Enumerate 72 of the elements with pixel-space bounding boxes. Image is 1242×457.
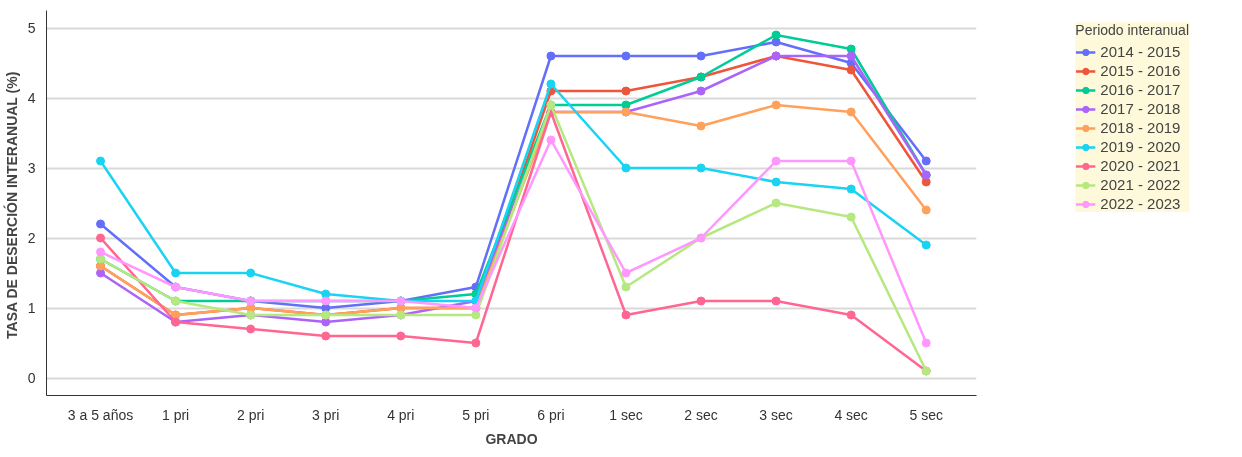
point — [846, 212, 856, 222]
x-axis-title: GRADO — [485, 430, 538, 447]
y-tick-label: 3 — [27, 160, 36, 176]
point — [621, 268, 631, 278]
point — [321, 331, 331, 341]
point — [396, 331, 406, 341]
point — [771, 177, 781, 187]
x-tick-label: 5 sec — [909, 406, 943, 423]
point — [921, 338, 931, 348]
point — [246, 324, 256, 334]
x-tick-label: 5 pri — [462, 406, 490, 423]
x-tick-label: 2 sec — [684, 406, 718, 423]
legend-label: 2014 - 2015 — [1100, 43, 1181, 60]
point — [621, 282, 631, 292]
x-tick-label: 6 pri — [537, 406, 565, 423]
point — [96, 219, 106, 229]
point — [846, 184, 856, 194]
point — [171, 268, 181, 278]
legend-label: 2019 - 2020 — [1100, 138, 1181, 155]
x-tick-label: 2 pri — [237, 406, 265, 423]
point — [321, 317, 331, 327]
x-tick-label: 4 sec — [834, 406, 868, 423]
legend-label: 2016 - 2017 — [1100, 81, 1181, 98]
x-tick-label: 4 pri — [387, 406, 415, 423]
point — [921, 156, 931, 166]
point — [696, 51, 706, 61]
y-tick-label: 1 — [27, 300, 36, 316]
point — [846, 310, 856, 320]
point — [771, 100, 781, 110]
y-tick-label: 5 — [27, 20, 36, 36]
y-axis-title: TASA DE DESERCIÓN INTERANUAL (%) — [2, 71, 20, 339]
legend-label: 2022 - 2023 — [1100, 195, 1181, 212]
y-tick-label: 4 — [27, 90, 36, 106]
point — [921, 205, 931, 215]
point — [846, 51, 856, 61]
x-tick-label: 1 sec — [609, 406, 643, 423]
point — [246, 268, 256, 278]
y-tick-label: 2 — [27, 230, 36, 246]
point — [771, 296, 781, 306]
point — [471, 338, 481, 348]
y-tick-label: 0 — [27, 370, 36, 386]
legend-label: 2015 - 2016 — [1100, 62, 1181, 79]
point — [546, 79, 556, 89]
point — [696, 163, 706, 173]
legend-title: Periodo interanual — [1075, 22, 1189, 38]
point — [621, 163, 631, 173]
point — [546, 135, 556, 145]
point — [621, 86, 631, 96]
x-tick-label: 3 a 5 años — [67, 406, 134, 423]
point — [921, 240, 931, 250]
legend-label: 2017 - 2018 — [1100, 100, 1181, 117]
point — [771, 156, 781, 166]
point — [771, 30, 781, 40]
point — [621, 51, 631, 61]
point — [846, 65, 856, 75]
legend-label: 2020 - 2021 — [1100, 157, 1181, 174]
point — [96, 156, 106, 166]
point — [771, 198, 781, 208]
x-tick-label: 3 sec — [759, 406, 793, 423]
point — [846, 156, 856, 166]
point — [696, 86, 706, 96]
legend-label: 2021 - 2022 — [1100, 176, 1181, 193]
point — [96, 233, 106, 243]
point — [621, 310, 631, 320]
x-tick-label: 1 pri — [161, 406, 190, 423]
point — [696, 121, 706, 131]
legend-label: 2018 - 2019 — [1100, 119, 1181, 136]
point — [96, 247, 106, 257]
point — [696, 296, 706, 306]
point — [846, 107, 856, 117]
x-tick-label: 3 pri — [312, 406, 340, 423]
point — [546, 51, 556, 61]
